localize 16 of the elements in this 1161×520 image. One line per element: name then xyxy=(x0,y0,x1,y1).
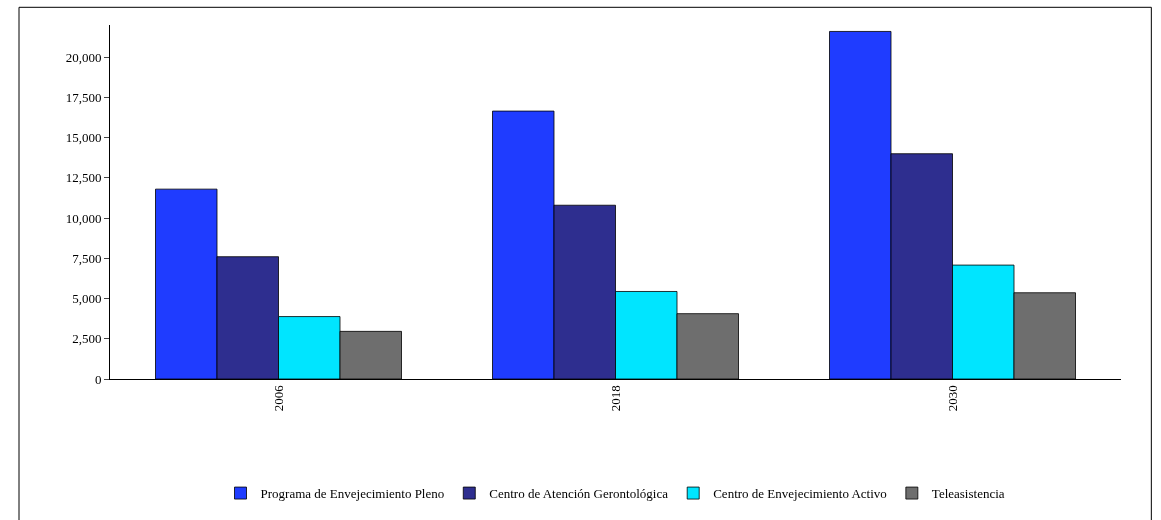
y-tick-label: 2,500 xyxy=(72,331,102,347)
legend-label: Centro de Atención Gerontológica xyxy=(489,486,669,502)
y-tick-label: 10,000 xyxy=(65,210,102,226)
y-tick-label: 5,000 xyxy=(72,291,102,307)
y-tick-label: 0 xyxy=(94,371,102,387)
x-tick-label: 2006 xyxy=(270,384,286,412)
x-tick-label: 2030 xyxy=(944,385,960,412)
y-tick-label: 15,000 xyxy=(65,130,102,146)
legend-label: Teleasistencia xyxy=(931,486,1005,502)
x-tick-label: 2018 xyxy=(607,385,623,412)
y-tick-label: 20,000 xyxy=(65,49,102,65)
y-tick-label: 12,500 xyxy=(65,170,102,186)
legend-label: Centro de Envejecimiento Activo xyxy=(713,486,887,502)
y-tick-label: 7,500 xyxy=(72,250,102,266)
legend-label: Programa de Envejecimiento Pleno xyxy=(260,486,445,502)
y-tick-label: 17,500 xyxy=(65,89,102,105)
